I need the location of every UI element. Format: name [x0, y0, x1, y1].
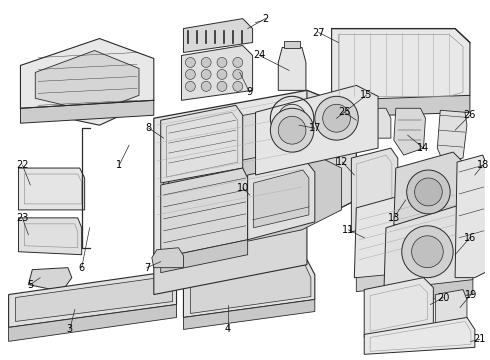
- Polygon shape: [247, 162, 315, 240]
- Text: 1: 1: [116, 160, 122, 170]
- Text: 7: 7: [144, 263, 150, 273]
- Text: 25: 25: [338, 107, 351, 117]
- Polygon shape: [21, 100, 154, 123]
- Circle shape: [217, 81, 227, 91]
- Polygon shape: [435, 289, 467, 329]
- Circle shape: [233, 69, 243, 80]
- Circle shape: [412, 236, 443, 268]
- Polygon shape: [384, 205, 473, 289]
- Circle shape: [217, 58, 227, 67]
- Polygon shape: [161, 240, 247, 273]
- Circle shape: [217, 69, 227, 80]
- Polygon shape: [161, 168, 247, 258]
- Polygon shape: [256, 85, 378, 175]
- Circle shape: [201, 81, 211, 91]
- Text: 21: 21: [474, 334, 486, 345]
- Text: 2: 2: [262, 14, 269, 24]
- Polygon shape: [354, 108, 391, 138]
- Text: 4: 4: [225, 324, 231, 334]
- Text: 26: 26: [464, 110, 476, 120]
- Circle shape: [407, 170, 450, 214]
- Circle shape: [315, 96, 358, 140]
- Circle shape: [201, 58, 211, 67]
- Circle shape: [185, 69, 196, 80]
- Circle shape: [201, 69, 211, 80]
- Polygon shape: [190, 265, 311, 314]
- Circle shape: [415, 178, 442, 206]
- Polygon shape: [9, 305, 176, 341]
- Circle shape: [233, 81, 243, 91]
- Text: 8: 8: [146, 123, 152, 133]
- Polygon shape: [21, 39, 154, 125]
- Text: 10: 10: [237, 183, 249, 193]
- Circle shape: [278, 104, 306, 132]
- Polygon shape: [181, 45, 252, 100]
- Polygon shape: [183, 19, 252, 53]
- Text: 12: 12: [336, 157, 349, 167]
- Polygon shape: [364, 278, 433, 337]
- Polygon shape: [154, 90, 356, 255]
- Polygon shape: [183, 300, 315, 329]
- Polygon shape: [169, 148, 342, 258]
- Polygon shape: [386, 280, 473, 305]
- Circle shape: [270, 108, 314, 152]
- Polygon shape: [332, 28, 470, 100]
- Polygon shape: [356, 268, 463, 292]
- Polygon shape: [278, 48, 306, 90]
- Polygon shape: [164, 105, 337, 205]
- Text: 3: 3: [67, 324, 73, 334]
- Text: 15: 15: [360, 90, 372, 100]
- Circle shape: [233, 58, 243, 67]
- Text: 24: 24: [253, 50, 266, 60]
- Text: 13: 13: [388, 213, 400, 223]
- Polygon shape: [28, 268, 72, 292]
- Polygon shape: [354, 182, 463, 278]
- Text: 18: 18: [477, 160, 489, 170]
- Polygon shape: [332, 95, 470, 117]
- Polygon shape: [161, 105, 243, 183]
- Polygon shape: [183, 260, 315, 318]
- Polygon shape: [19, 168, 85, 210]
- Text: 17: 17: [309, 123, 321, 133]
- Text: 6: 6: [78, 263, 85, 273]
- Circle shape: [323, 104, 350, 132]
- Polygon shape: [254, 170, 309, 228]
- Text: 9: 9: [246, 87, 253, 97]
- Text: 19: 19: [465, 289, 477, 300]
- Circle shape: [185, 81, 196, 91]
- Circle shape: [185, 58, 196, 67]
- Text: 11: 11: [343, 225, 355, 235]
- Circle shape: [278, 116, 306, 144]
- Text: 23: 23: [16, 213, 28, 223]
- Polygon shape: [152, 248, 183, 268]
- Text: 16: 16: [464, 233, 476, 243]
- Polygon shape: [351, 148, 398, 232]
- Polygon shape: [364, 318, 475, 354]
- Polygon shape: [394, 152, 463, 225]
- Text: 22: 22: [16, 160, 29, 170]
- Text: 5: 5: [27, 280, 33, 289]
- Polygon shape: [19, 218, 82, 255]
- Text: 14: 14: [417, 143, 430, 153]
- Polygon shape: [154, 225, 307, 294]
- Polygon shape: [437, 110, 467, 162]
- Text: 20: 20: [437, 293, 449, 302]
- Text: 27: 27: [313, 28, 325, 37]
- Polygon shape: [9, 272, 176, 328]
- Circle shape: [402, 226, 453, 278]
- Polygon shape: [455, 155, 487, 278]
- Polygon shape: [16, 276, 172, 321]
- Polygon shape: [394, 108, 425, 155]
- Polygon shape: [35, 50, 139, 112]
- Polygon shape: [307, 90, 356, 225]
- Polygon shape: [284, 41, 300, 48]
